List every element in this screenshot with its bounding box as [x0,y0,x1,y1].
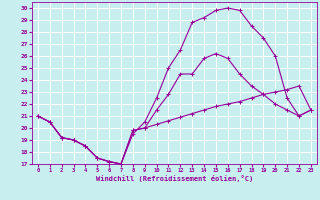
X-axis label: Windchill (Refroidissement éolien,°C): Windchill (Refroidissement éolien,°C) [96,175,253,182]
